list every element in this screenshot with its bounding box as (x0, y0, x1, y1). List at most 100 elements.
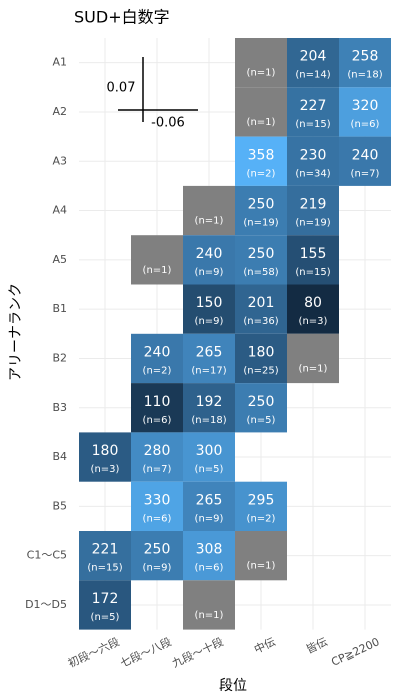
cell-count: (n=15) (87, 563, 122, 574)
cell-value: 110 (144, 394, 171, 410)
cell-value: 265 (196, 492, 223, 508)
cell-count: (n=7) (351, 168, 380, 179)
cell (131, 235, 183, 285)
x-tick-label: 九段～十段 (170, 634, 226, 670)
y-tick-label: B4 (52, 450, 67, 463)
y-tick-label: B3 (52, 401, 67, 414)
cell-count: (n=5) (247, 415, 276, 426)
cell-count: (n=1) (195, 216, 224, 227)
cell-count: (n=19) (295, 218, 330, 229)
cell-count: (n=17) (191, 365, 226, 376)
cell-value: 295 (248, 492, 275, 508)
cell-value: 250 (144, 542, 171, 558)
cell-value: 240 (144, 344, 171, 360)
cell-value: 204 (300, 49, 327, 65)
cell (287, 284, 339, 334)
cell (235, 481, 287, 531)
cell-value: 300 (196, 443, 223, 459)
cell-count: (n=2) (143, 365, 172, 376)
cell (131, 383, 183, 433)
cell-count: (n=15) (295, 119, 330, 130)
cell-value: 230 (300, 147, 327, 163)
cell (183, 383, 235, 433)
cell (183, 284, 235, 334)
cell-value: 180 (92, 443, 119, 459)
cell-value: 172 (92, 591, 119, 607)
cell (339, 136, 391, 186)
cell (183, 531, 235, 581)
cell-count: (n=15) (295, 267, 330, 278)
y-tick-label: A4 (52, 204, 67, 217)
y-tick-label: B2 (52, 351, 67, 364)
x-tick-label: 皆伝 (304, 635, 329, 656)
cell (79, 432, 131, 482)
cell-value: 250 (248, 246, 275, 262)
y-tick-label: A2 (52, 105, 67, 118)
cell-value: 280 (144, 443, 171, 459)
cell-count: (n=6) (143, 415, 172, 426)
x-axis-label: 段位 (219, 678, 247, 694)
cell (287, 136, 339, 186)
cell (287, 38, 339, 88)
y-tick-label: A1 (52, 56, 67, 69)
cell (287, 87, 339, 137)
cell (235, 383, 287, 433)
cell-value: 180 (248, 344, 275, 360)
cell (183, 185, 235, 236)
cell-value: 240 (352, 147, 379, 163)
cell-count: (n=1) (195, 610, 224, 621)
cell (131, 531, 183, 581)
cell-count: (n=14) (295, 70, 330, 81)
y-tick-label: A5 (52, 253, 67, 266)
cell (235, 333, 287, 384)
cell (79, 580, 131, 630)
cell-count: (n=9) (195, 316, 224, 327)
cell-count: (n=5) (91, 612, 120, 623)
cell (183, 235, 235, 285)
cell (235, 531, 287, 581)
cell-value: 155 (300, 246, 327, 262)
cell-count: (n=18) (347, 70, 382, 81)
cell (131, 432, 183, 482)
cell-value: 201 (248, 295, 275, 311)
cell-value: 265 (196, 344, 223, 360)
x-tick-label: 初段～六段 (66, 634, 122, 670)
cell (287, 235, 339, 285)
cell-count: (n=9) (195, 267, 224, 278)
annotation: 0.07 (107, 81, 136, 96)
scale-cross (118, 57, 198, 122)
cell-count: (n=25) (243, 365, 278, 376)
cell-count: (n=5) (195, 464, 224, 475)
y-tick-label: D1～D5 (25, 598, 67, 611)
cell-value: 358 (248, 147, 275, 163)
cell (235, 235, 287, 285)
cell-count: (n=6) (351, 119, 380, 130)
cell (183, 333, 235, 384)
cell (183, 580, 235, 630)
cell-value: 330 (144, 492, 171, 508)
cell-count: (n=7) (143, 464, 172, 475)
cell (287, 185, 339, 236)
cell-count: (n=36) (243, 316, 278, 327)
cell-count: (n=1) (247, 561, 276, 572)
cell-value: 221 (92, 542, 119, 558)
cell (131, 333, 183, 384)
cell (339, 38, 391, 88)
cell-count: (n=1) (143, 265, 172, 276)
y-tick-label: B5 (52, 499, 67, 512)
cell-value: 320 (352, 98, 379, 114)
cell-value: 250 (248, 197, 275, 213)
cell (339, 87, 391, 137)
cell-value: 250 (248, 394, 275, 410)
cell (131, 481, 183, 531)
cell-count: (n=1) (299, 363, 328, 374)
y-tick-label: B1 (52, 302, 67, 315)
cell-count: (n=1) (247, 68, 276, 79)
x-tick-label: 七段～八段 (118, 634, 174, 670)
cell-count: (n=9) (143, 563, 172, 574)
cell (235, 87, 287, 137)
cell (235, 185, 287, 236)
x-tick-label: CP≧2200 (329, 635, 381, 669)
cell-value: 219 (300, 197, 327, 213)
